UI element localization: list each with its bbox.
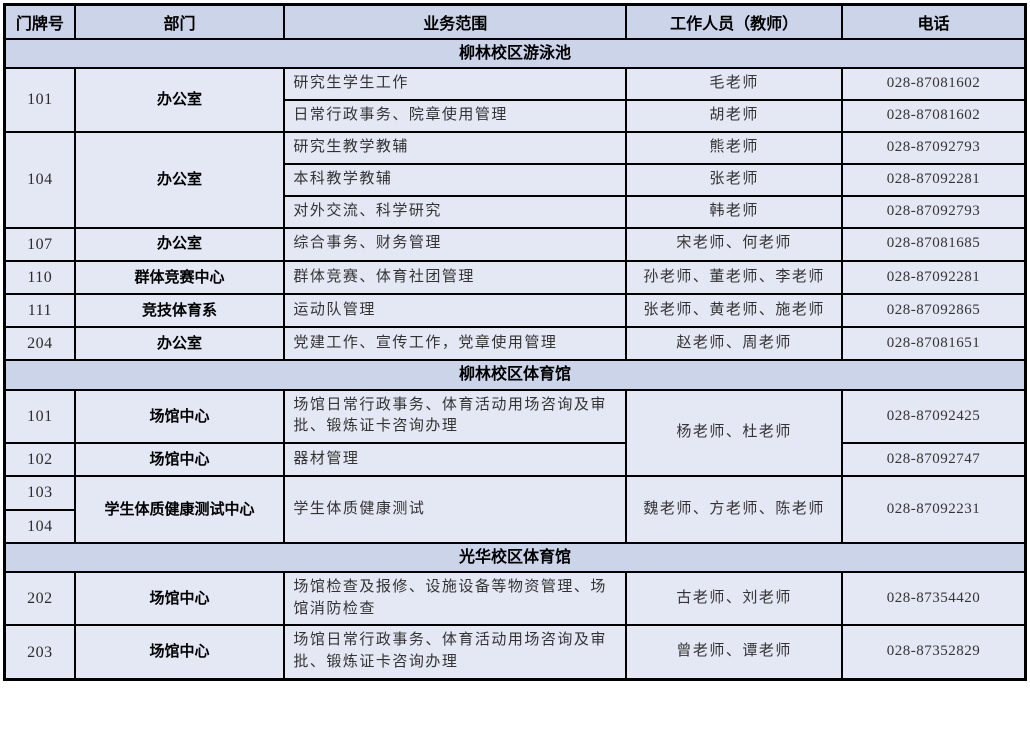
section-band: 光华校区体育馆	[3, 541, 1027, 573]
staff-cell: 宋老师、何老师	[625, 226, 843, 262]
table-row: 202 场馆中心 场馆检查及报修、设施设备等物资管理、场馆消防检查 古老师、刘老师 02…	[3, 570, 1027, 627]
staff-cell: 张老师、黄老师、施老师	[625, 293, 843, 329]
dept-cell: 场馆中心	[73, 624, 286, 681]
dept-cell: 办公室	[73, 130, 286, 229]
staff-cell: 曾老师、谭老师	[625, 624, 843, 681]
phone-cell: 028-87092793	[840, 130, 1027, 165]
table-header-row: 门牌号 部门 业务范围 工作人员（教师） 电话	[3, 3, 1027, 40]
section-title: 柳林校区游泳池	[3, 37, 1027, 69]
column-header-dept: 部门	[73, 3, 286, 40]
table-row: 204 办公室 党建工作、宣传工作，党章使用管理 赵老师、周老师 028-8708165…	[3, 326, 1027, 362]
table-row: 103 学生体质健康测试中心 学生体质健康测试 魏老师、方老师、陈老师 028-8709…	[3, 475, 1027, 544]
door-cell: 101	[3, 66, 76, 133]
staff-cell: 韩老师	[625, 194, 843, 229]
door-cell: 111	[3, 293, 76, 329]
phone-cell: 028-87092793	[840, 194, 1027, 229]
phone-cell: 028-87092425	[840, 388, 1027, 445]
door-cell: 202	[3, 570, 76, 627]
contact-table: 门牌号 部门 业务范围 工作人员（教师） 电话 柳林校区游泳池 101 办公室 研究生学生工作…	[3, 3, 1027, 681]
phone-cell: 028-87081685	[840, 226, 1027, 262]
dept-cell: 办公室	[73, 66, 286, 133]
phone-cell: 028-87081651	[840, 326, 1027, 362]
dept-cell: 场馆中心	[73, 388, 286, 445]
dept-cell: 竞技体育系	[73, 293, 286, 329]
table-row: 104 办公室 研究生教学教辅 熊老师 028-87092793	[3, 130, 1027, 229]
door-cell: 107	[3, 226, 76, 262]
phone-cell: 028-87354420	[840, 570, 1027, 627]
column-header-scope: 业务范围	[283, 3, 628, 40]
table-row: 101 办公室 研究生学生工作 毛老师 028-87081602	[3, 66, 1027, 133]
scope-cell: 运动队管理	[283, 293, 628, 329]
dept-cell: 学生体质健康测试中心	[73, 475, 286, 544]
table-body: 柳林校区游泳池 101 办公室 研究生学生工作 毛老师 028-87081602 日常行政事…	[3, 37, 1027, 681]
staff-cell: 古老师、刘老师	[625, 570, 843, 627]
scope-cell: 党建工作、宣传工作，党章使用管理	[283, 326, 628, 362]
dept-cell: 场馆中心	[73, 442, 286, 478]
section-band: 柳林校区体育馆	[3, 359, 1027, 391]
door-cell: 204	[3, 326, 76, 362]
phone-cell: 028-87081602	[840, 66, 1027, 101]
scope-cell: 对外交流、科学研究	[283, 194, 628, 229]
phone-cell: 028-87081602	[840, 98, 1027, 133]
table-row: 107 办公室 综合事务、财务管理 宋老师、何老师 028-87081685	[3, 226, 1027, 262]
phone-cell: 028-87092281	[840, 259, 1027, 296]
staff-cell: 张老师	[625, 162, 843, 197]
scope-cell: 场馆日常行政事务、体育活动用场咨询及审批、锻炼证卡咨询办理	[283, 624, 628, 681]
table-row: 对外交流、科学研究 韩老师 028-87092793	[5, 194, 1027, 229]
door-cell: 102	[3, 442, 76, 478]
section-title: 柳林校区体育馆	[3, 359, 1027, 391]
table-row: 110 群体竞赛中心 群体竞赛、体育社团管理 孙老师、董老师、李老师 028-87092…	[3, 259, 1027, 296]
scope-cell: 场馆检查及报修、设施设备等物资管理、场馆消防检查	[283, 570, 628, 627]
scope-cell: 器材管理	[283, 442, 628, 478]
scope-cell: 场馆日常行政事务、体育活动用场咨询及审批、锻炼证卡咨询办理	[283, 388, 628, 445]
scope-cell: 研究生教学教辅	[283, 130, 628, 165]
staff-cell: 毛老师	[625, 66, 843, 101]
dept-cell: 办公室	[73, 326, 286, 362]
door-cell: 103	[3, 475, 76, 511]
staff-cell: 熊老师	[625, 130, 843, 165]
staff-cell: 胡老师	[625, 98, 843, 133]
table-row: 日常行政事务、院章使用管理 胡老师 028-87081602	[5, 98, 1027, 133]
phone-cell: 028-87092231	[840, 475, 1027, 544]
section-band: 柳林校区游泳池	[3, 37, 1027, 69]
column-header-staff: 工作人员（教师）	[625, 3, 843, 40]
table-head: 门牌号 部门 业务范围 工作人员（教师） 电话	[3, 3, 1027, 40]
dept-cell: 群体竞赛中心	[73, 259, 286, 296]
scope-cell: 本科教学教辅	[283, 162, 628, 197]
column-header-door: 门牌号	[3, 3, 76, 40]
column-header-phone: 电话	[840, 3, 1027, 40]
door-cell: 104	[3, 508, 76, 544]
staff-cell: 孙老师、董老师、李老师	[625, 259, 843, 296]
table-row: 101 场馆中心 场馆日常行政事务、体育活动用场咨询及审批、锻炼证卡咨询办理 杨老师、…	[3, 388, 1027, 478]
staff-cell: 魏老师、方老师、陈老师	[625, 475, 843, 544]
scope-cell: 综合事务、财务管理	[283, 226, 628, 262]
table-row: 104	[3, 508, 1026, 544]
dept-cell: 办公室	[73, 226, 286, 262]
phone-cell: 028-87092865	[840, 293, 1027, 329]
scope-cell: 学生体质健康测试	[283, 475, 628, 544]
scope-cell: 日常行政事务、院章使用管理	[283, 98, 628, 133]
dept-cell: 场馆中心	[73, 570, 286, 627]
phone-cell: 028-87092281	[840, 162, 1027, 197]
phone-cell: 028-87352829	[840, 624, 1027, 681]
table-row: 102 场馆中心 器材管理 028-87092747	[3, 442, 1027, 478]
door-cell: 104	[3, 130, 76, 229]
door-cell: 110	[3, 259, 76, 296]
scope-cell: 群体竞赛、体育社团管理	[283, 259, 628, 296]
phone-cell: 028-87092747	[840, 442, 1027, 478]
staff-cell: 赵老师、周老师	[625, 326, 843, 362]
scope-cell: 研究生学生工作	[283, 66, 628, 101]
table-row: 本科教学教辅 张老师 028-87092281	[5, 162, 1027, 197]
door-cell: 101	[3, 388, 76, 445]
table-row: 203 场馆中心 场馆日常行政事务、体育活动用场咨询及审批、锻炼证卡咨询办理 曾老师、…	[3, 624, 1027, 681]
door-cell: 203	[3, 624, 76, 681]
table-row: 111 竞技体育系 运动队管理 张老师、黄老师、施老师 028-87092865	[3, 293, 1027, 329]
staff-cell: 杨老师、杜老师	[625, 388, 843, 478]
section-title: 光华校区体育馆	[3, 541, 1027, 573]
